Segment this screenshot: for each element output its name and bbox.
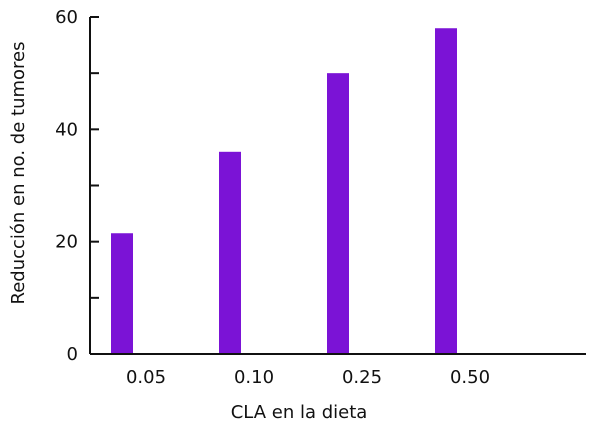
- x-axis-label: CLA en la dieta: [231, 402, 368, 423]
- y-axis-label: Reducción en no. de tumores: [8, 42, 29, 305]
- bar: [327, 73, 349, 355]
- y-tick-label: 60: [55, 7, 78, 28]
- x-tick-labels-group: 0.05 0.10 0.25 0.50: [126, 367, 490, 388]
- y-tick-label: 0: [67, 344, 78, 365]
- x-tick-label: 0.50: [450, 367, 490, 388]
- y-tick-label: 20: [55, 232, 78, 253]
- x-tick-label: 0.05: [126, 367, 166, 388]
- y-tick-label: 40: [55, 119, 78, 140]
- bar: [435, 28, 457, 354]
- bar: [219, 151, 241, 354]
- y-ticks-group: 0 20 40 60: [55, 7, 99, 365]
- x-tick-label: 0.10: [234, 367, 274, 388]
- x-tick-label: 0.25: [342, 367, 382, 388]
- bars-group: [111, 28, 457, 355]
- bar: [111, 233, 133, 354]
